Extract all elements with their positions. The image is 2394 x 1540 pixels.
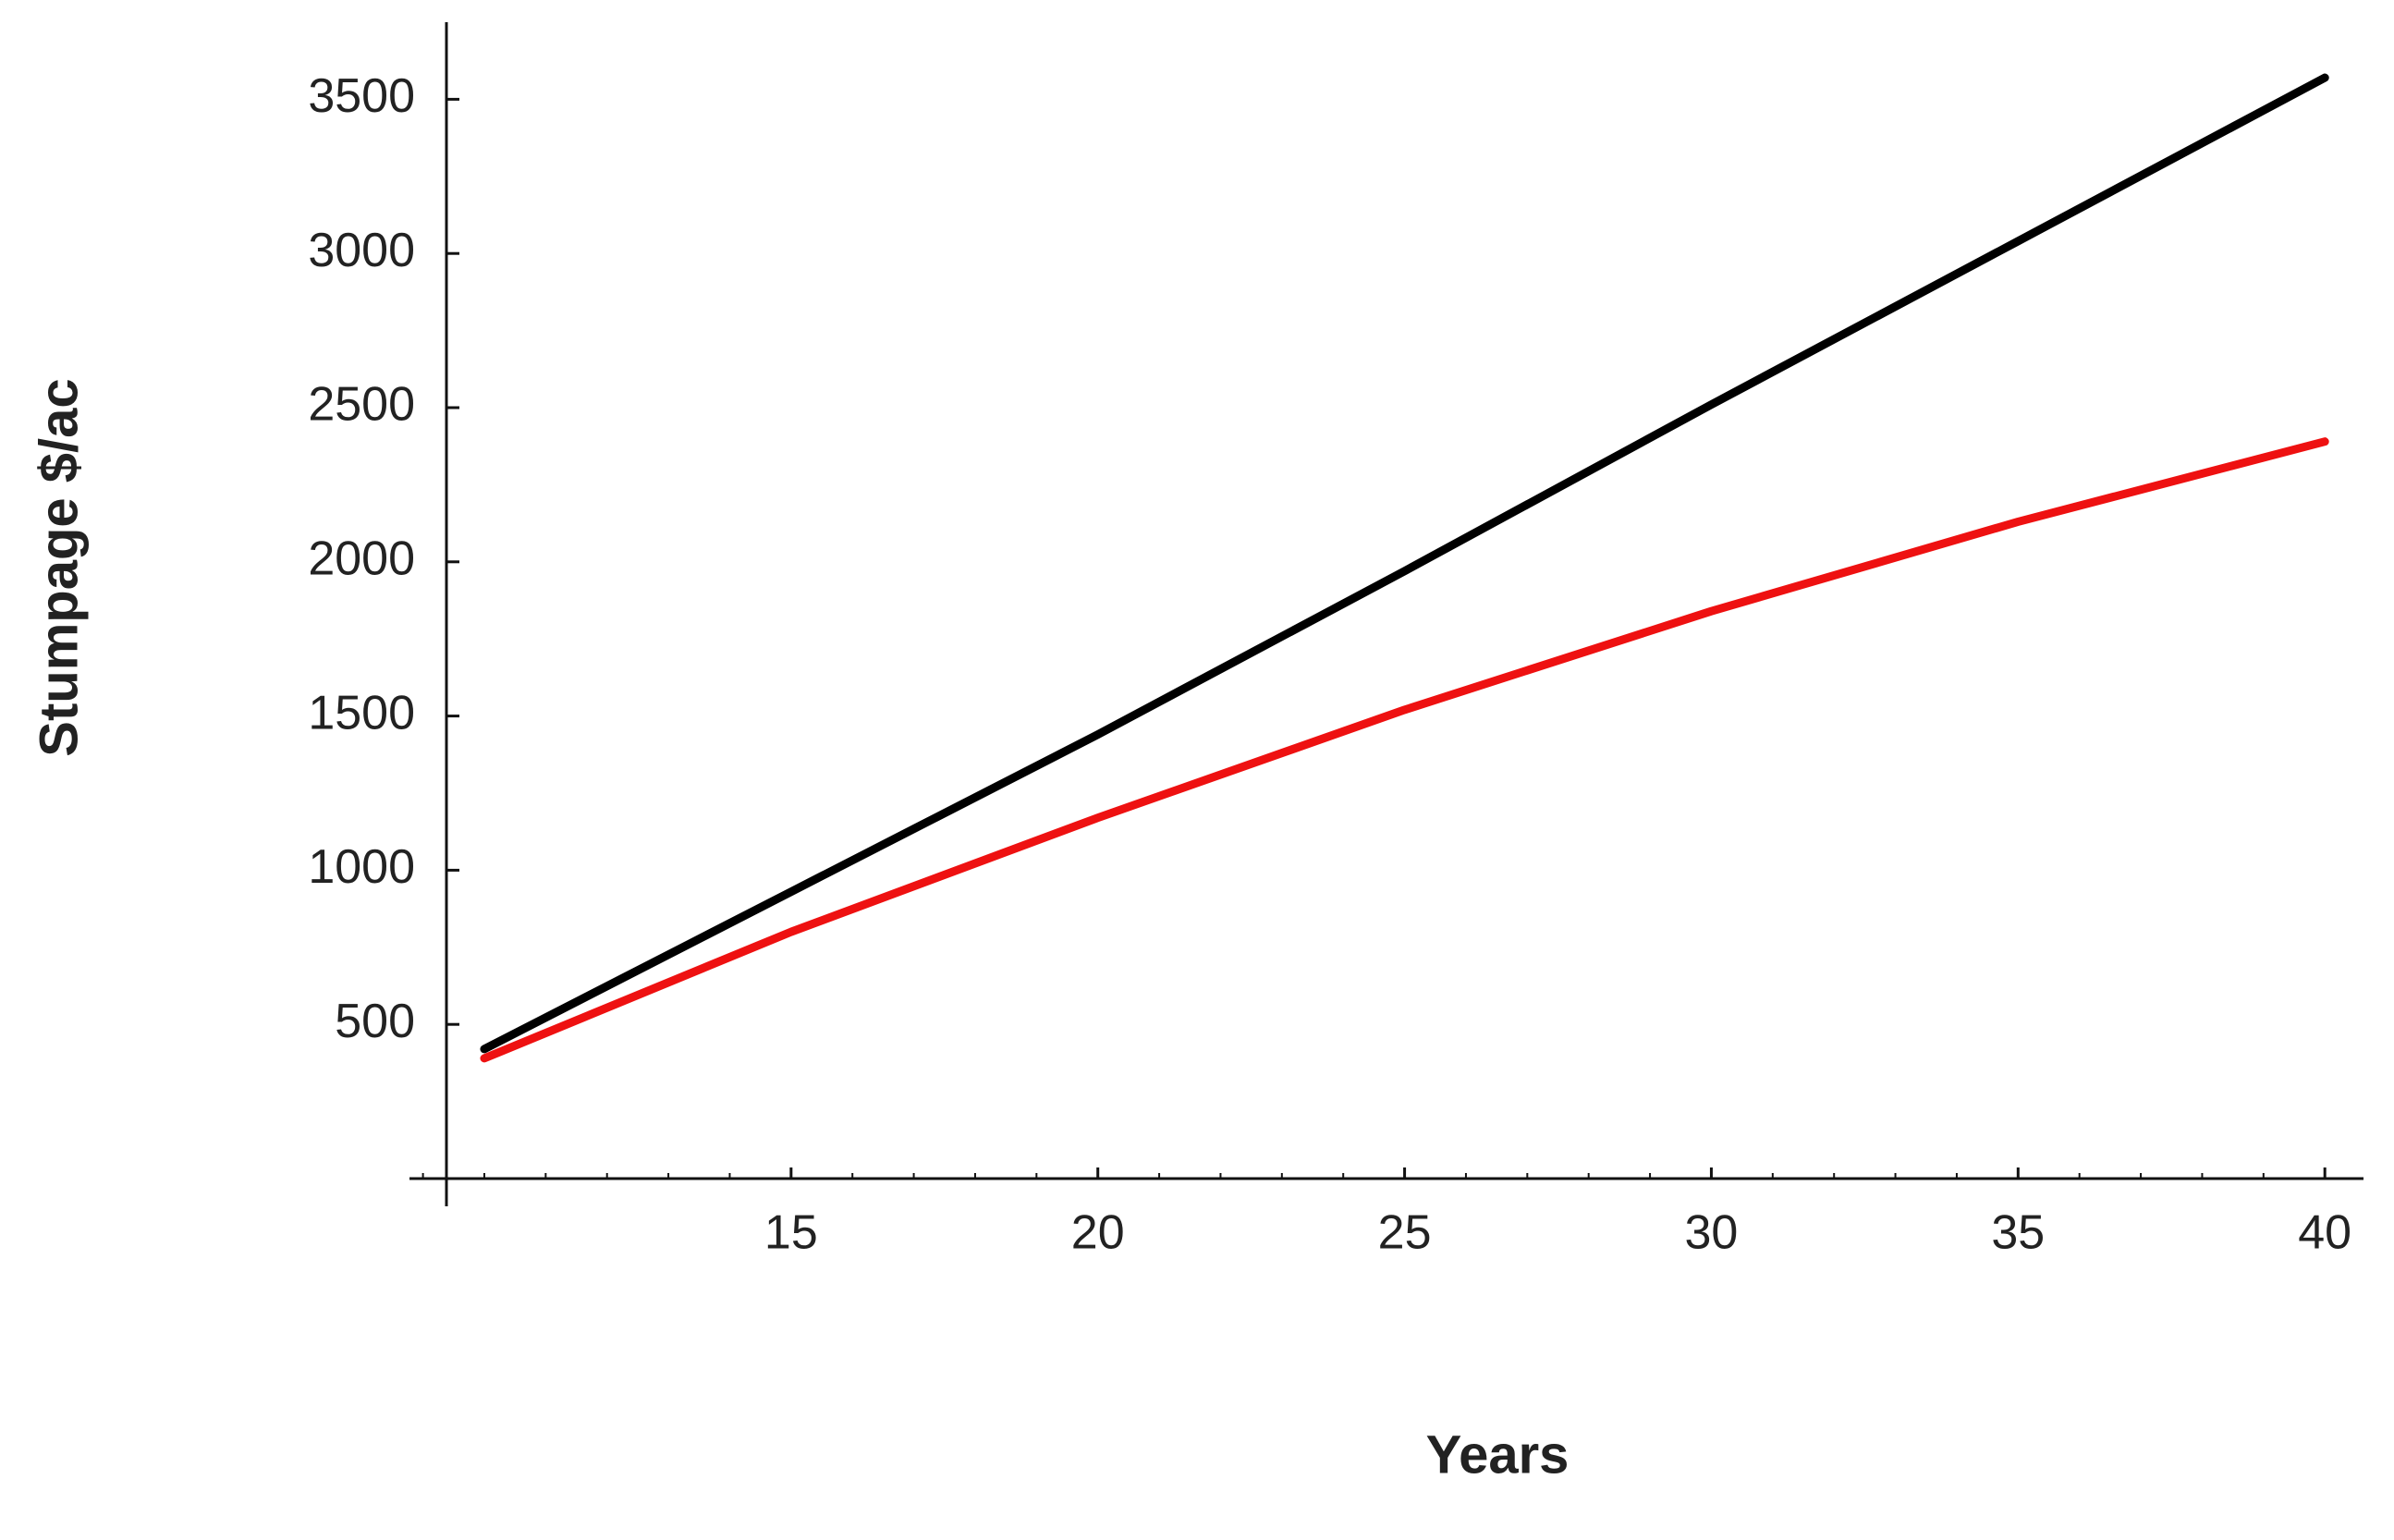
x-tick-label: 15 bbox=[764, 1206, 818, 1260]
y-axis-title: Stumpage $/ac bbox=[29, 378, 89, 756]
y-tick-label: 500 bbox=[335, 995, 415, 1048]
x-tick-label: 40 bbox=[2298, 1206, 2351, 1260]
y-tick-label: 1500 bbox=[308, 686, 415, 739]
x-tick-label: 20 bbox=[1071, 1206, 1125, 1260]
series-line bbox=[480, 73, 2329, 1054]
y-tick-label: 3500 bbox=[308, 69, 415, 123]
x-tick-label: 30 bbox=[1685, 1206, 1739, 1260]
y-tick-label: 2500 bbox=[308, 378, 415, 432]
series-line bbox=[480, 437, 2329, 1063]
x-axis-title: Years bbox=[1426, 1424, 1570, 1485]
y-tick-label: 1000 bbox=[308, 840, 415, 894]
x-tick-label: 25 bbox=[1378, 1206, 1432, 1260]
y-tick-label: 3000 bbox=[308, 224, 415, 277]
x-tick-label: 35 bbox=[1991, 1206, 2045, 1260]
y-tick-label: 2000 bbox=[308, 532, 415, 586]
